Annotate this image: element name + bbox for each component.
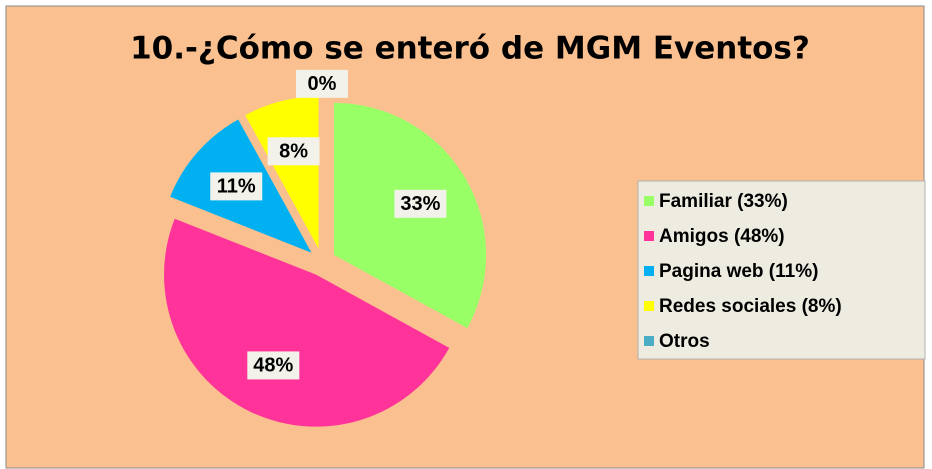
pie-slice xyxy=(245,96,319,249)
data-label-box xyxy=(394,189,447,218)
pie-slice xyxy=(164,218,450,427)
legend-marker xyxy=(644,231,654,241)
legend-label: Pagina web (11%) xyxy=(659,261,818,282)
legend-label: Amigos (48%) xyxy=(659,226,785,247)
data-label: 8% xyxy=(279,141,308,163)
legend-marker xyxy=(644,336,654,346)
legend-label: Redes sociales (8%) xyxy=(659,296,842,317)
legend-label: Familiar (33%) xyxy=(659,191,788,212)
data-label: 11% xyxy=(217,176,256,198)
legend-box xyxy=(637,180,926,360)
legend-marker xyxy=(644,196,654,206)
data-label: 33% xyxy=(400,193,440,215)
data-label: 0% xyxy=(308,73,337,95)
data-label-box xyxy=(247,351,300,380)
data-label-box xyxy=(210,172,263,201)
data-label: 48% xyxy=(253,355,293,377)
data-label-box xyxy=(296,69,348,98)
chart-title: 10.-¿Cómo se enteró de MGM Eventos? xyxy=(130,31,810,67)
legend-marker xyxy=(644,266,654,276)
legend-label: Otros xyxy=(659,331,710,352)
data-label-box xyxy=(267,137,320,166)
legend-marker xyxy=(644,301,654,311)
